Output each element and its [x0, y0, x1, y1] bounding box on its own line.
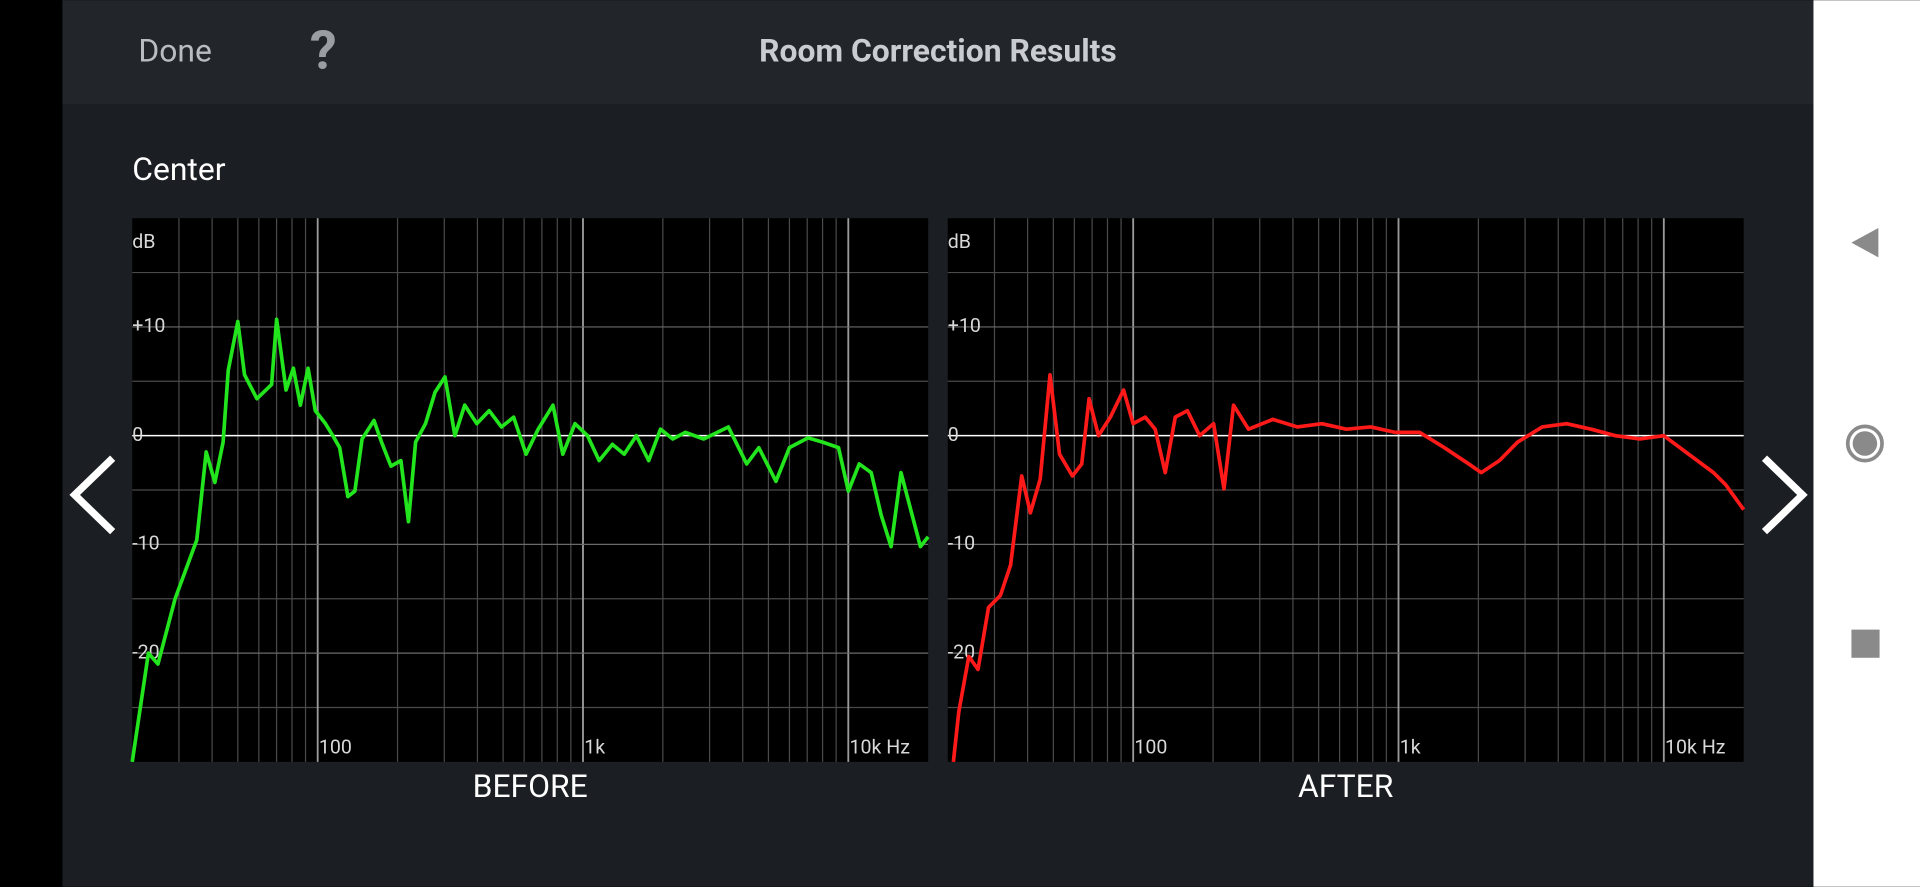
- y-tick-label: 0: [948, 423, 959, 446]
- page-title: Room Correction Results: [759, 31, 1117, 69]
- response-curve: [130, 317, 930, 763]
- prev-arrow[interactable]: [69, 455, 116, 535]
- y-tick-label: +10: [132, 314, 165, 337]
- header-bar: [62, 0, 1814, 105]
- x-tick-label: 1k: [584, 736, 605, 759]
- nav-back[interactable]: [1851, 227, 1879, 258]
- channel-name: Center: [132, 150, 225, 188]
- y-axis-label: dB: [132, 230, 155, 253]
- x-tick-label: 100: [319, 736, 352, 759]
- nav-home-dot: [1852, 431, 1878, 456]
- response-curve: [951, 372, 1746, 763]
- y-tick-label: +10: [948, 314, 981, 337]
- done-button[interactable]: Done: [138, 31, 212, 69]
- y-tick-label: 0: [132, 423, 143, 446]
- x-tick-label: 10k Hz: [850, 736, 911, 759]
- x-tick-label: 100: [1134, 736, 1167, 759]
- chart-title: BEFORE: [473, 767, 588, 805]
- next-arrow[interactable]: [1761, 455, 1808, 535]
- x-tick-label: 1k: [1400, 736, 1421, 759]
- chart-title: AFTER: [1298, 767, 1394, 805]
- y-tick-label: -10: [132, 532, 159, 555]
- y-axis-label: dB: [948, 230, 971, 253]
- nav-recent[interactable]: [1851, 629, 1880, 658]
- help-button[interactable]: ?: [310, 19, 337, 82]
- x-tick-label: 10k Hz: [1665, 736, 1726, 759]
- y-tick-label: -10: [948, 532, 975, 555]
- nav-home[interactable]: [1845, 424, 1884, 463]
